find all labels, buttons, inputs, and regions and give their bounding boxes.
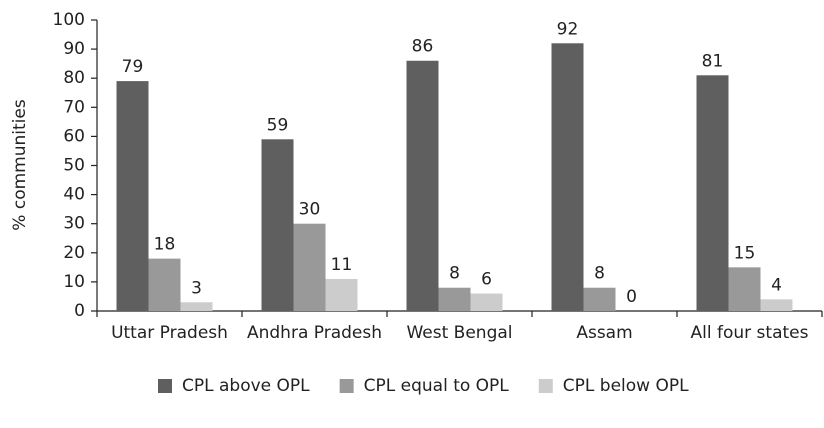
value-label: 4: [771, 275, 782, 295]
bar: [470, 293, 503, 311]
legend-label: CPL below OPL: [563, 376, 689, 396]
bar: [325, 278, 358, 311]
legend-swatch: [158, 379, 172, 393]
bar: [293, 223, 326, 311]
bar: [406, 60, 439, 311]
y-tick-label: 80: [63, 68, 85, 88]
bar: [551, 43, 584, 311]
value-label: 79: [122, 57, 144, 77]
value-label: 18: [154, 235, 176, 255]
legend-swatch: [339, 379, 354, 393]
y-tick-label: 50: [63, 156, 85, 176]
bar: [116, 81, 149, 311]
value-label: 3: [191, 278, 202, 298]
value-label: 6: [481, 270, 492, 290]
y-tick-label: 70: [63, 97, 85, 117]
x-tick-label: Uttar Pradesh: [111, 323, 228, 343]
legend-label: CPL above OPL: [182, 376, 310, 396]
value-label: 15: [734, 243, 756, 263]
x-tick-label: Assam: [576, 323, 632, 343]
bar: [180, 302, 213, 311]
x-tick-label: All four states: [691, 323, 809, 343]
value-label: 0: [626, 287, 637, 307]
y-tick-label: 0: [74, 301, 85, 321]
y-tick-label: 90: [63, 39, 85, 59]
bar: [760, 299, 793, 311]
bar: [728, 267, 761, 311]
value-label: 11: [331, 255, 353, 275]
legend-label: CPL equal to OPL: [364, 376, 510, 396]
y-tick-label: 30: [63, 214, 85, 234]
y-tick-label: 60: [63, 126, 85, 146]
value-label: 81: [702, 51, 724, 71]
y-tick-label: 20: [63, 243, 85, 263]
x-tick-label: Andhra Pradesh: [247, 323, 382, 343]
bar: [583, 287, 616, 311]
bar: [148, 258, 181, 311]
value-label: 8: [594, 264, 605, 284]
y-tick-label: 100: [53, 10, 85, 30]
x-tick-label: West Bengal: [406, 323, 512, 343]
y-axis-label: % communities: [10, 99, 30, 231]
bar: [261, 139, 294, 311]
value-label: 86: [412, 37, 434, 57]
value-label: 59: [267, 115, 289, 135]
y-tick-label: 40: [63, 185, 85, 205]
value-label: 92: [557, 19, 579, 39]
bar: [696, 75, 729, 311]
legend-swatch: [538, 379, 553, 393]
value-label: 30: [299, 200, 321, 220]
y-tick-label: 10: [63, 272, 85, 292]
value-label: 8: [449, 264, 460, 284]
bar: [438, 287, 471, 311]
